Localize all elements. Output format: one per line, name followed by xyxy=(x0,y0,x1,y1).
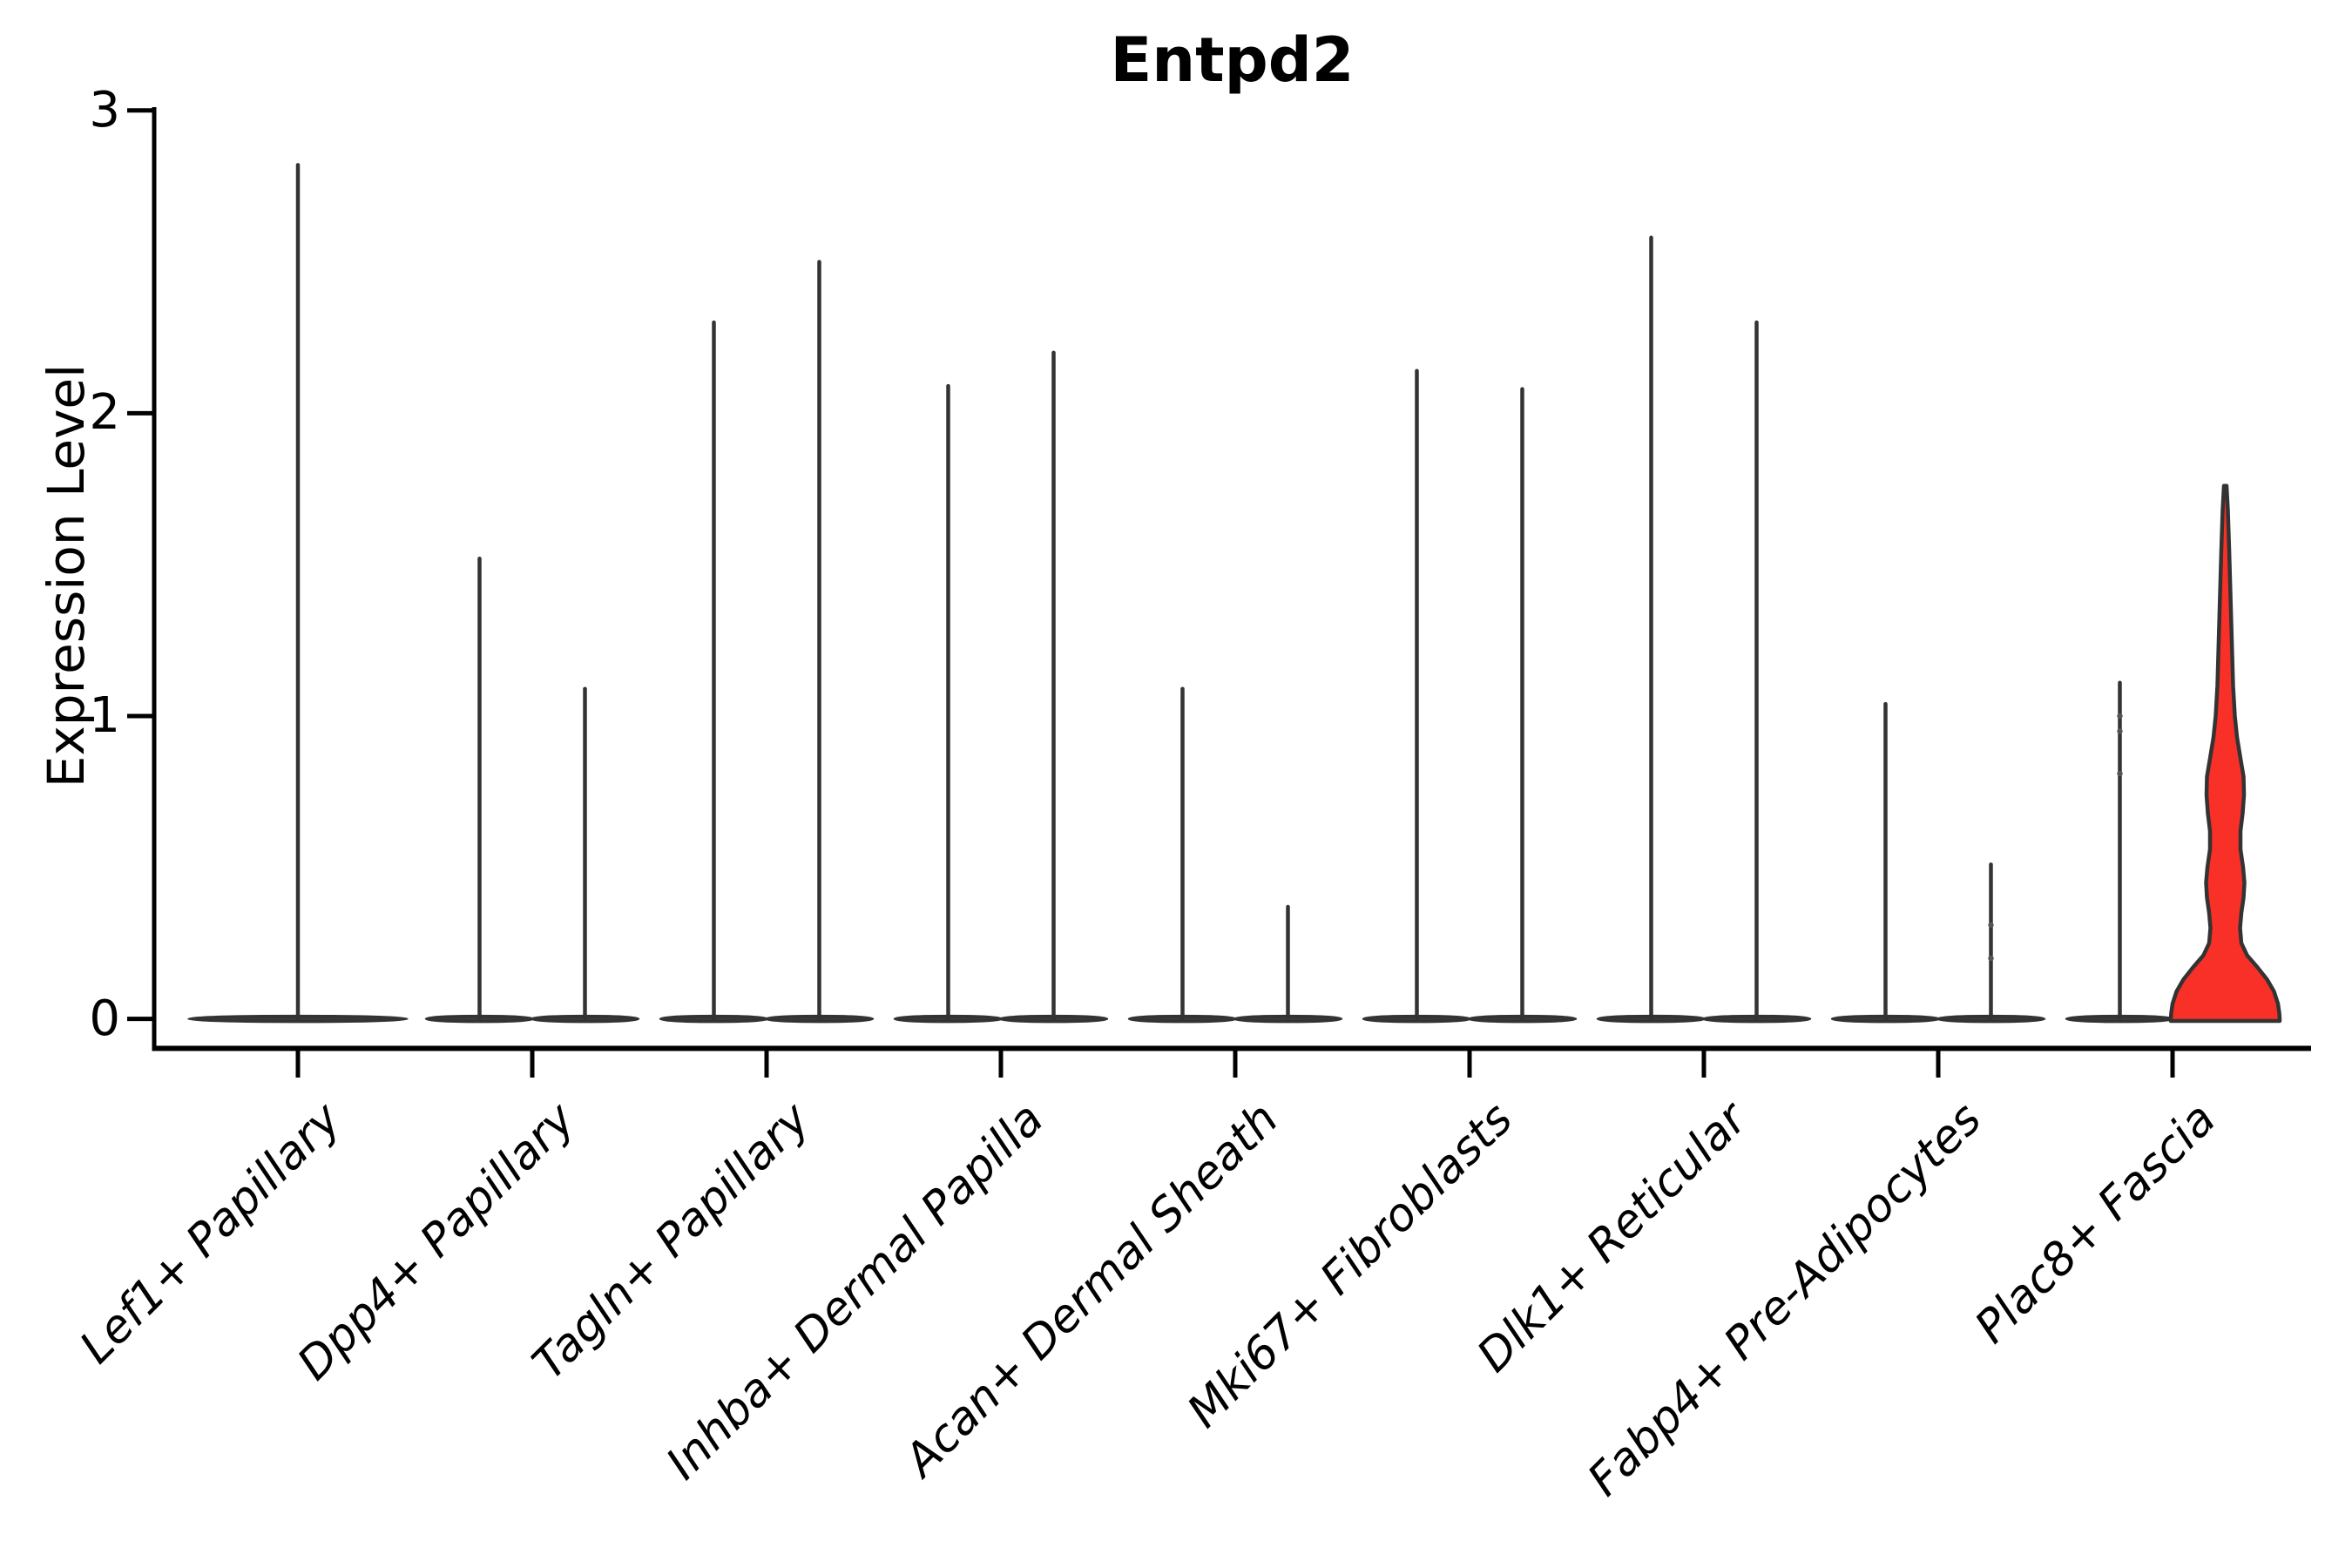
y-tick-label: 0 xyxy=(89,990,120,1047)
jitter-point-fabp4-right xyxy=(1988,922,1994,929)
y-tick-label: 1 xyxy=(89,687,120,744)
violin-filled-plac8-right xyxy=(2168,483,2282,1024)
y-tick-label: 3 xyxy=(89,81,120,139)
jitter-point-plac8-left xyxy=(2117,728,2123,734)
jitter-point-fabp4-right xyxy=(1988,955,1994,962)
chart-title: Entpd2 xyxy=(1110,24,1355,96)
jitter-point-plac8-left xyxy=(2117,713,2123,720)
y-tick-label: 2 xyxy=(89,384,120,442)
jitter-point-plac8-left xyxy=(2117,770,2123,777)
